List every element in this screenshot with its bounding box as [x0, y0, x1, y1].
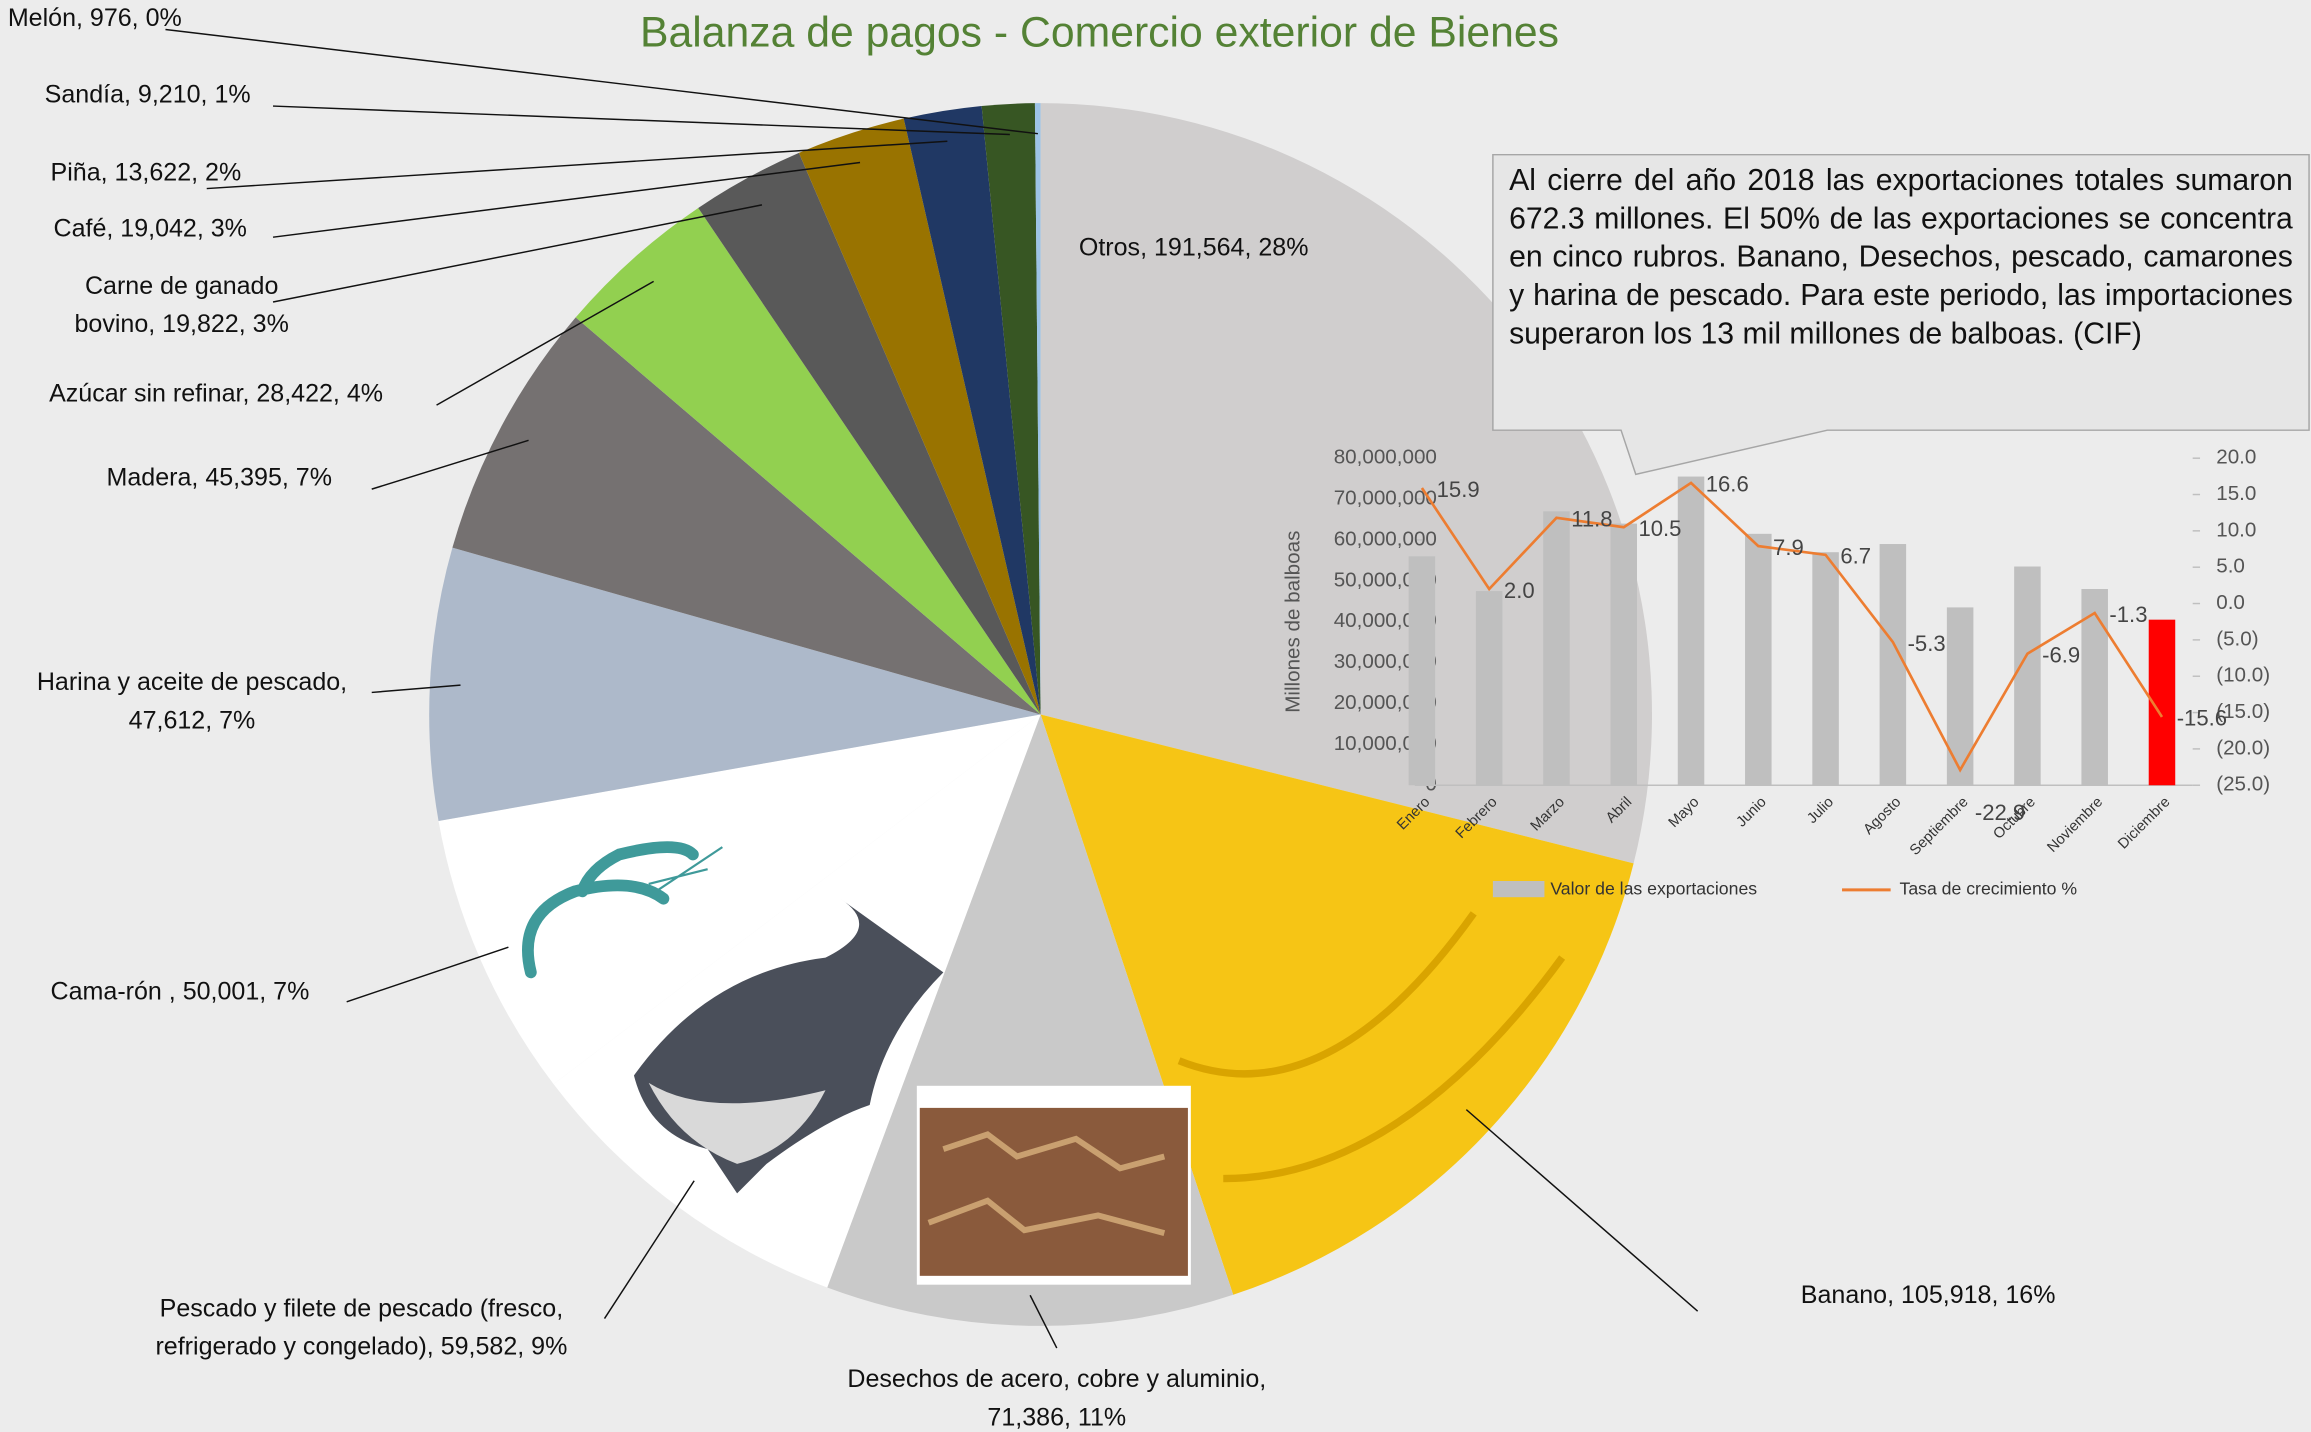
bar: [1475, 591, 1503, 786]
data-label: 11.8: [1571, 507, 1612, 532]
data-label: -5.3: [1908, 631, 1946, 656]
leader-line: [206, 140, 948, 190]
pie-slice: [698, 152, 1041, 715]
slice-label: Café, 19,042, 3%: [54, 214, 247, 242]
slice-label: Harina y aceite de pescado,: [37, 668, 347, 696]
slice-label: refrigerado y congelado), 59,582, 9%: [155, 1333, 567, 1361]
data-label: -22.9: [1975, 800, 2025, 825]
bar: [2081, 589, 2108, 786]
pie-slice: [798, 118, 1041, 715]
bar: [1677, 476, 1705, 786]
y2-tick-label: 10.0: [2216, 518, 2256, 541]
shrimp: [522, 841, 699, 979]
slice-label: 47,612, 7%: [129, 707, 256, 735]
slice-label: Melón, 976, 0%: [8, 4, 182, 32]
slice-label: Cama-rón , 50,001, 7%: [51, 978, 310, 1006]
leader-line: [371, 439, 529, 490]
data-label: -1.3: [2109, 602, 2147, 627]
leader-line: [272, 161, 861, 238]
pie-slice: [981, 103, 1041, 715]
y2-tick-label: (20.0): [2216, 736, 2270, 759]
leader-line: [436, 280, 655, 406]
chart-title: Balanza de pagos - Comercio exterior de …: [640, 9, 1559, 57]
scrap-texture: [927, 1131, 1166, 1236]
leader-line: [603, 1180, 695, 1319]
annotation-container: Al cierre del año 2018 las exportaciones…: [1509, 163, 2293, 351]
y2-tick-label: (5.0): [2216, 627, 2258, 650]
y-tick-label: 60,000,000: [1334, 527, 1437, 550]
slice-label: Desechos de acero, cobre y aluminio,: [847, 1365, 1266, 1393]
bar: [1610, 523, 1638, 786]
line-series: [1420, 481, 2164, 773]
leader-line: [346, 946, 509, 1003]
y-tick-label: 70,000,000: [1334, 487, 1437, 510]
legend-label: Valor de las exportaciones: [1550, 879, 1757, 899]
slice-label: Pescado y filete de pescado (fresco,: [160, 1294, 564, 1322]
y2-tick-label: (10.0): [2216, 664, 2270, 687]
slice-label: Otros, 191,564, 28%: [1079, 234, 1309, 262]
leader-line: [272, 204, 763, 303]
data-label: 7.9: [1773, 535, 1804, 560]
data-label: 10.5: [1638, 516, 1681, 541]
slice-label: Carne de ganado: [85, 272, 278, 300]
combo-chart: 010,000,00020,000,00030,000,00040,000,00…: [1281, 446, 2270, 899]
data-label: -15.6: [2177, 706, 2227, 731]
y2-tick-label: 0.0: [2216, 591, 2245, 614]
decoration: [522, 841, 1566, 1285]
bar: [1543, 511, 1570, 786]
scrap-image: [919, 1107, 1188, 1276]
data-label: 2.0: [1504, 578, 1535, 603]
annotation: Al cierre del año 2018 las exportaciones…: [1509, 163, 2293, 351]
leader-line: [272, 105, 1010, 136]
bar: [1946, 607, 1974, 786]
fish-belly: [648, 1082, 826, 1164]
banana-shade: [1177, 911, 1566, 1183]
bar: [1812, 552, 1839, 786]
y2-tick-label: 20.0: [2216, 446, 2256, 469]
pie-slice: [1034, 103, 1041, 715]
pie-slice: [452, 317, 1041, 715]
legend-swatch: [1492, 881, 1545, 898]
slice-label: Madera, 45,395, 7%: [107, 463, 332, 491]
slice-label: Sandía, 9,210, 1%: [45, 80, 251, 108]
leader-line: [165, 28, 1038, 135]
data-label: 15.9: [1437, 477, 1480, 502]
pie-slice: [575, 207, 1041, 715]
annotation-box: Al cierre del año 2018 las exportaciones…: [1492, 153, 2310, 476]
data-label: -6.9: [2042, 642, 2080, 667]
data-label: 6.7: [1840, 544, 1871, 569]
pie-slice: [429, 547, 1041, 822]
pie-slice: [903, 105, 1041, 715]
slice-label: bovino, 19,822, 3%: [75, 310, 289, 338]
slice-label: Piña, 13,622, 2%: [51, 158, 242, 186]
bar: [1745, 533, 1772, 786]
slice-label: 71,386, 11%: [987, 1403, 1126, 1431]
pie-slice: [438, 714, 1041, 1085]
y2-tick-label: 5.0: [2216, 555, 2245, 578]
slice-label: Azúcar sin refinar, 28,422, 4%: [49, 379, 383, 407]
y-axis-title: Millones de balboas: [1281, 531, 1304, 713]
y2-tick-label: 15.0: [2216, 482, 2256, 505]
callout: [1492, 153, 2310, 476]
y2-tick-label: (25.0): [2216, 773, 2270, 796]
slice-label: Banano, 105,918, 16%: [1801, 1281, 2056, 1309]
y2-tick-label: (15.0): [2216, 700, 2270, 723]
y-tick-label: 80,000,000: [1334, 446, 1437, 469]
bar: [2014, 566, 2041, 786]
legend-label: Tasa de crecimiento %: [1899, 879, 2077, 899]
data-label: 16.6: [1706, 472, 1749, 497]
bar: [1879, 544, 1907, 786]
bar: [1408, 556, 1436, 786]
leader-line: [1029, 1294, 1058, 1349]
leader-line: [371, 684, 461, 694]
leader-line: [1465, 1109, 1699, 1312]
